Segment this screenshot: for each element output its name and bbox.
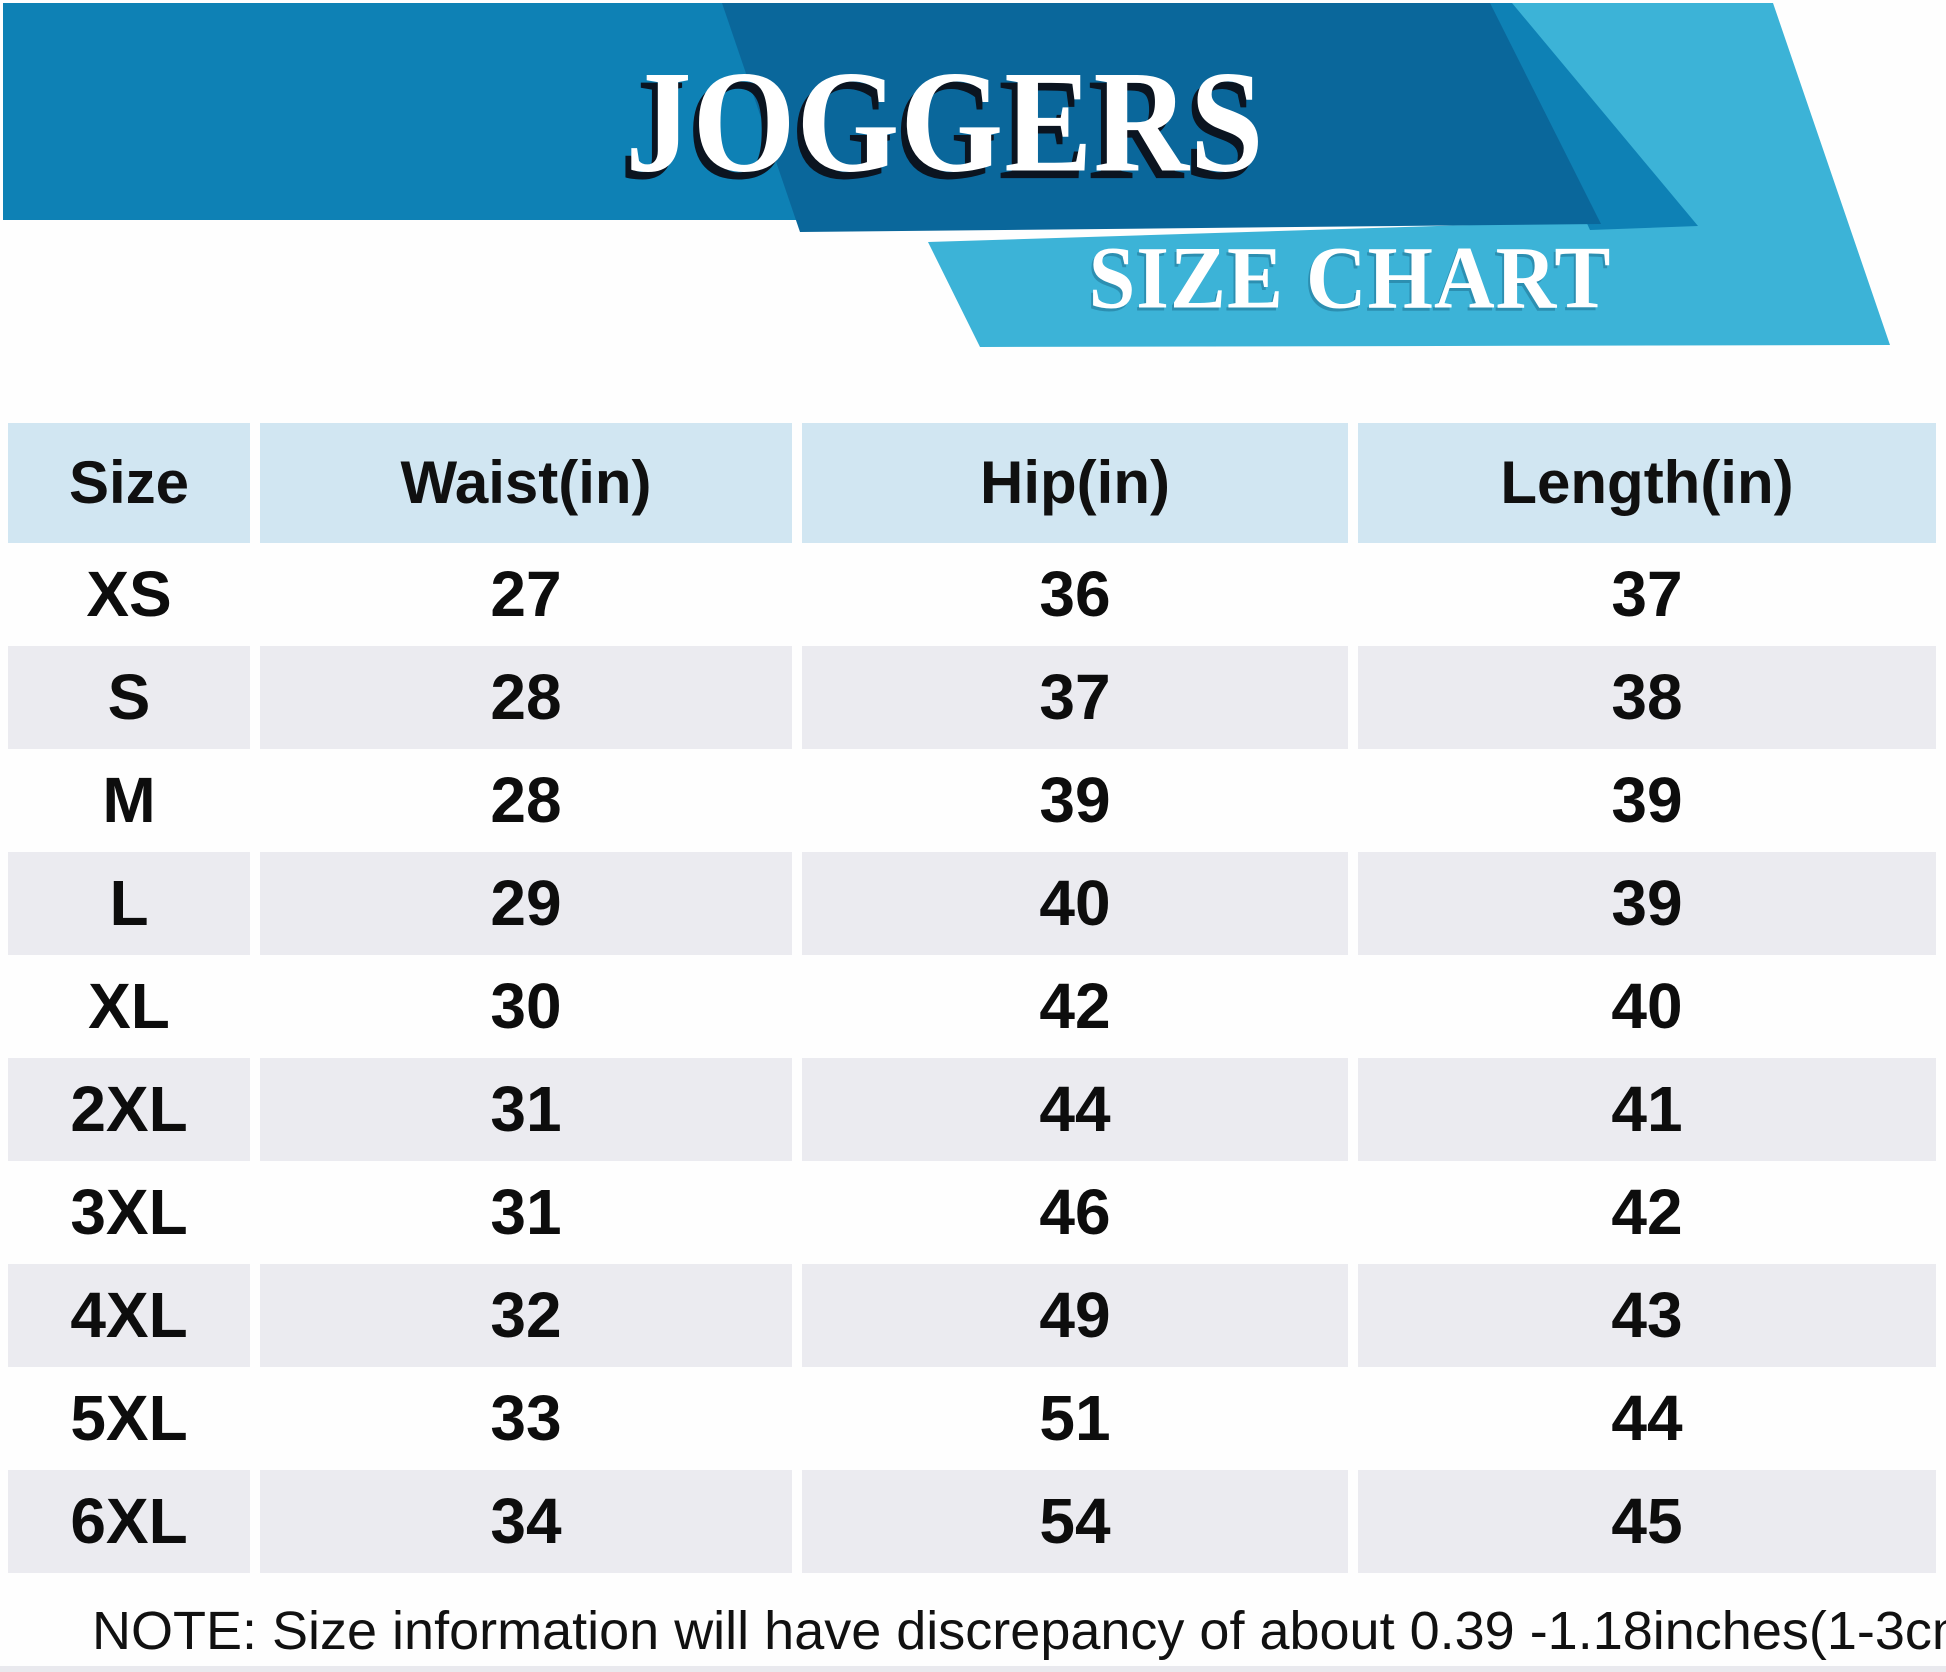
table-row: M 28 39 39 bbox=[8, 749, 1936, 852]
page-title: JOGGERS bbox=[625, 42, 1265, 203]
waist-cell: 29 bbox=[260, 852, 792, 955]
length-cell: 39 bbox=[1358, 852, 1936, 955]
hip-cell: 42 bbox=[1039, 970, 1111, 1042]
banner-dark-parallelogram-shape bbox=[722, 3, 1601, 232]
waist-cell: 32 bbox=[260, 1264, 792, 1367]
size-cell: M bbox=[102, 764, 156, 836]
length-cell: 43 bbox=[1358, 1264, 1936, 1367]
waist-cell: 34 bbox=[260, 1470, 792, 1573]
hip-cell: 51 bbox=[1039, 1382, 1111, 1454]
header-banner bbox=[3, 3, 1890, 347]
size-cell: 5XL bbox=[70, 1382, 188, 1454]
hip-cell: 44 bbox=[802, 1058, 1348, 1161]
table-row: XS 27 36 37 bbox=[8, 543, 1936, 646]
table-row: 2XL 31 44 41 bbox=[8, 1058, 1936, 1161]
waist-cell: 28 bbox=[260, 646, 792, 749]
banner-medium-stripe-shape bbox=[1486, 3, 1698, 230]
length-cell: 41 bbox=[1358, 1058, 1936, 1161]
table-row: 3XL 31 46 42 bbox=[8, 1161, 1936, 1264]
size-cell: XL bbox=[88, 970, 170, 1042]
banner-cyan-ribbon-shape bbox=[928, 3, 1890, 347]
column-header-hip: Hip(in) bbox=[802, 423, 1348, 543]
length-cell: 44 bbox=[1611, 1382, 1683, 1454]
table-row: 5XL 33 51 44 bbox=[8, 1367, 1936, 1470]
size-cell: S bbox=[8, 646, 250, 749]
table-row: 4XL 32 49 43 bbox=[8, 1264, 1936, 1367]
length-cell: 45 bbox=[1358, 1470, 1936, 1573]
hip-cell: 36 bbox=[1039, 558, 1111, 630]
table-row: S 28 37 38 bbox=[8, 646, 1936, 749]
note-text: NOTE: Size information will have discrep… bbox=[92, 1601, 1946, 1661]
column-header-length: Length(in) bbox=[1358, 423, 1936, 543]
length-cell: 38 bbox=[1358, 646, 1936, 749]
length-cell: 42 bbox=[1611, 1176, 1683, 1248]
waist-cell: 33 bbox=[490, 1382, 562, 1454]
bottom-edge-strip bbox=[0, 1666, 1946, 1672]
size-cell: 2XL bbox=[8, 1058, 250, 1161]
length-cell: 37 bbox=[1611, 558, 1683, 630]
size-cell: 3XL bbox=[70, 1176, 188, 1248]
hip-cell: 39 bbox=[1039, 764, 1111, 836]
waist-cell: 31 bbox=[260, 1058, 792, 1161]
table-row: L 29 40 39 bbox=[8, 852, 1936, 955]
size-cell: 4XL bbox=[8, 1264, 250, 1367]
column-header-waist: Waist(in) bbox=[260, 423, 792, 543]
column-header-size: Size bbox=[8, 423, 250, 543]
hip-cell: 46 bbox=[1039, 1176, 1111, 1248]
size-table-body: XS 27 36 37 S 28 37 38 M 28 39 39 L 29 4… bbox=[0, 543, 1946, 1573]
hip-cell: 37 bbox=[802, 646, 1348, 749]
table-row: XL 30 42 40 bbox=[8, 955, 1936, 1058]
table-header-row: Size Waist(in) Hip(in) Length(in) bbox=[8, 423, 1936, 543]
waist-cell: 27 bbox=[490, 558, 562, 630]
length-cell: 40 bbox=[1611, 970, 1683, 1042]
size-cell: 6XL bbox=[8, 1470, 250, 1573]
page-subtitle: SIZE CHART bbox=[1088, 228, 1612, 328]
hip-cell: 54 bbox=[802, 1470, 1348, 1573]
waist-cell: 28 bbox=[490, 764, 562, 836]
waist-cell: 31 bbox=[490, 1176, 562, 1248]
length-cell: 39 bbox=[1611, 764, 1683, 836]
size-cell: L bbox=[8, 852, 250, 955]
hip-cell: 49 bbox=[802, 1264, 1348, 1367]
table-row: 6XL 34 54 45 bbox=[8, 1470, 1936, 1573]
size-cell: XS bbox=[86, 558, 172, 630]
waist-cell: 30 bbox=[490, 970, 562, 1042]
hip-cell: 40 bbox=[802, 852, 1348, 955]
